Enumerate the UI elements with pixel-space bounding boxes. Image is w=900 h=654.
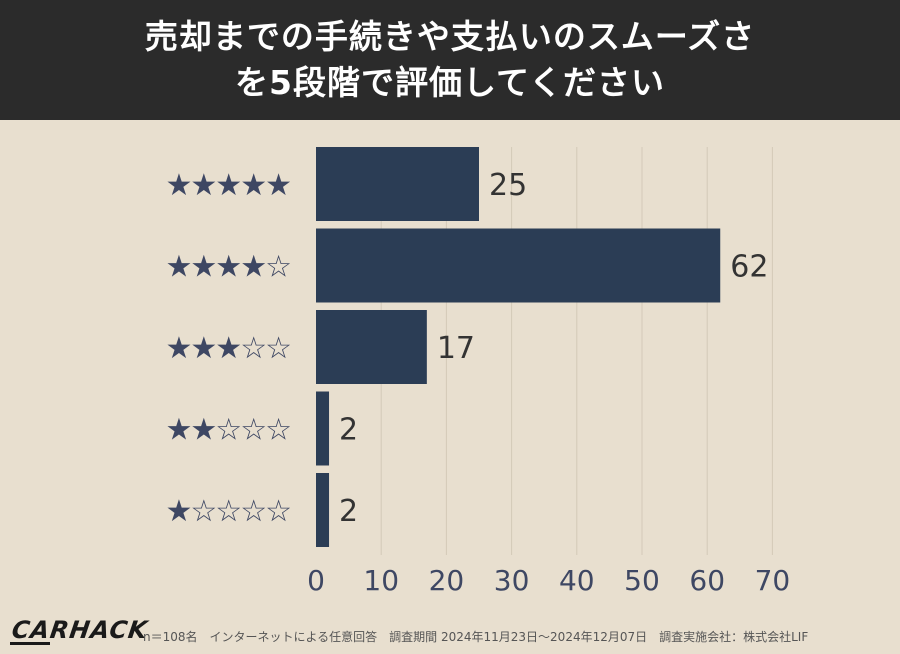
logo-underline xyxy=(10,642,50,645)
title-line-1: 売却までの手続きや支払いのスムーズさ xyxy=(144,17,756,56)
x-tick-label-20: 20 xyxy=(429,564,465,597)
category-label-4: ★☆☆☆☆ xyxy=(166,494,291,529)
footer: CARHACK n＝108名 インターネットによる任意回答 調査期間 2024年… xyxy=(0,612,900,654)
carhack-logo: CARHACK xyxy=(10,616,150,644)
data-label-3: 2 xyxy=(339,413,358,448)
bar-0 xyxy=(316,147,479,221)
survey-note: n＝108名 インターネットによる任意回答 調査期間 2024年11月23日～2… xyxy=(143,630,809,644)
title-line-2: を5段階で評価してください xyxy=(235,63,665,102)
bar-3 xyxy=(316,391,330,466)
x-tick-label-0: 0 xyxy=(307,564,325,597)
category-label-0: ★★★★★ xyxy=(166,168,291,203)
category-label-1: ★★★★☆ xyxy=(166,250,291,285)
data-label-4: 2 xyxy=(339,494,358,529)
x-tick-label-10: 10 xyxy=(363,564,399,597)
category-label-2: ★★★☆☆ xyxy=(166,331,291,366)
bar-1 xyxy=(316,228,721,303)
category-label-3: ★★☆☆☆ xyxy=(166,413,291,448)
x-tick-label-30: 30 xyxy=(494,564,530,597)
bar-2 xyxy=(316,310,427,384)
bar-4 xyxy=(316,473,330,547)
data-label-1: 62 xyxy=(730,250,768,285)
data-label-0: 25 xyxy=(489,168,527,203)
bar-chart: 25 ★★★★★ 62 ★★★★☆ 17 ★★★☆☆ 2 ★★☆☆☆ 2 ★☆☆☆☆ 0 10 20 30… xyxy=(166,147,791,597)
x-tick-label-40: 40 xyxy=(559,564,595,597)
chart-title: 売却までの手続きや支払いのスムーズさ を5段階で評価してください xyxy=(0,0,900,120)
x-tick-label-60: 60 xyxy=(689,564,725,597)
x-tick-label-50: 50 xyxy=(624,564,660,597)
data-label-2: 17 xyxy=(437,331,475,366)
x-tick-label-70: 70 xyxy=(755,564,791,597)
